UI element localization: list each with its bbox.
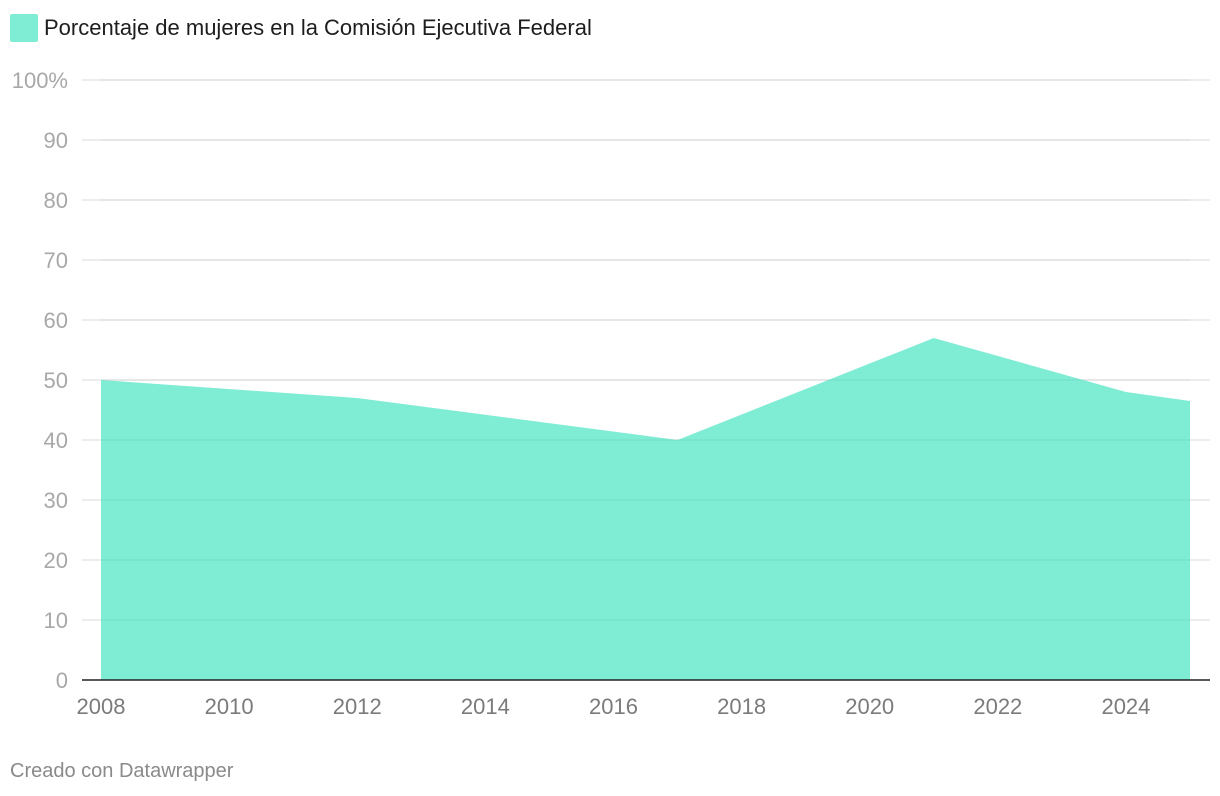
x-tick-label: 2024 <box>1101 694 1150 719</box>
y-tick-label: 40 <box>44 428 68 453</box>
x-tick-labels: 2008 2010 2012 2014 2016 2018 2020 2022 2024 <box>77 694 1151 719</box>
x-tick-label: 2014 <box>461 694 510 719</box>
x-tick-label: 2010 <box>205 694 254 719</box>
legend-swatch <box>10 14 38 42</box>
x-tick-label: 2020 <box>845 694 894 719</box>
y-tick-label: 80 <box>44 188 68 213</box>
x-tick-label: 2012 <box>333 694 382 719</box>
y-tick-label: 60 <box>44 308 68 333</box>
x-tick-label: 2016 <box>589 694 638 719</box>
x-tick-label: 2022 <box>973 694 1022 719</box>
y-tick-label: 70 <box>44 248 68 273</box>
credit-text: Creado con Datawrapper <box>10 760 234 782</box>
y-tick-labels: 0 10 20 30 40 50 60 70 80 90 100% <box>12 68 68 693</box>
x-tick-label: 2018 <box>717 694 766 719</box>
y-tick-label: 100% <box>12 68 68 93</box>
y-tick-label: 10 <box>44 608 68 633</box>
y-tick-label: 50 <box>44 368 68 393</box>
area-series-0 <box>101 338 1190 680</box>
legend: Porcentaje de mujeres en la Comisión Eje… <box>10 14 592 42</box>
y-tick-label: 30 <box>44 488 68 513</box>
legend-label: Porcentaje de mujeres en la Comisión Eje… <box>44 15 592 40</box>
y-tick-label: 90 <box>44 128 68 153</box>
area-chart: 0 10 20 30 40 50 60 70 80 90 100% 2008 2010 2012 2014… <box>12 68 1210 719</box>
y-tick-label: 20 <box>44 548 68 573</box>
x-tick-label: 2008 <box>77 694 126 719</box>
y-tick-label: 0 <box>56 668 68 693</box>
series-area <box>101 79 1190 680</box>
